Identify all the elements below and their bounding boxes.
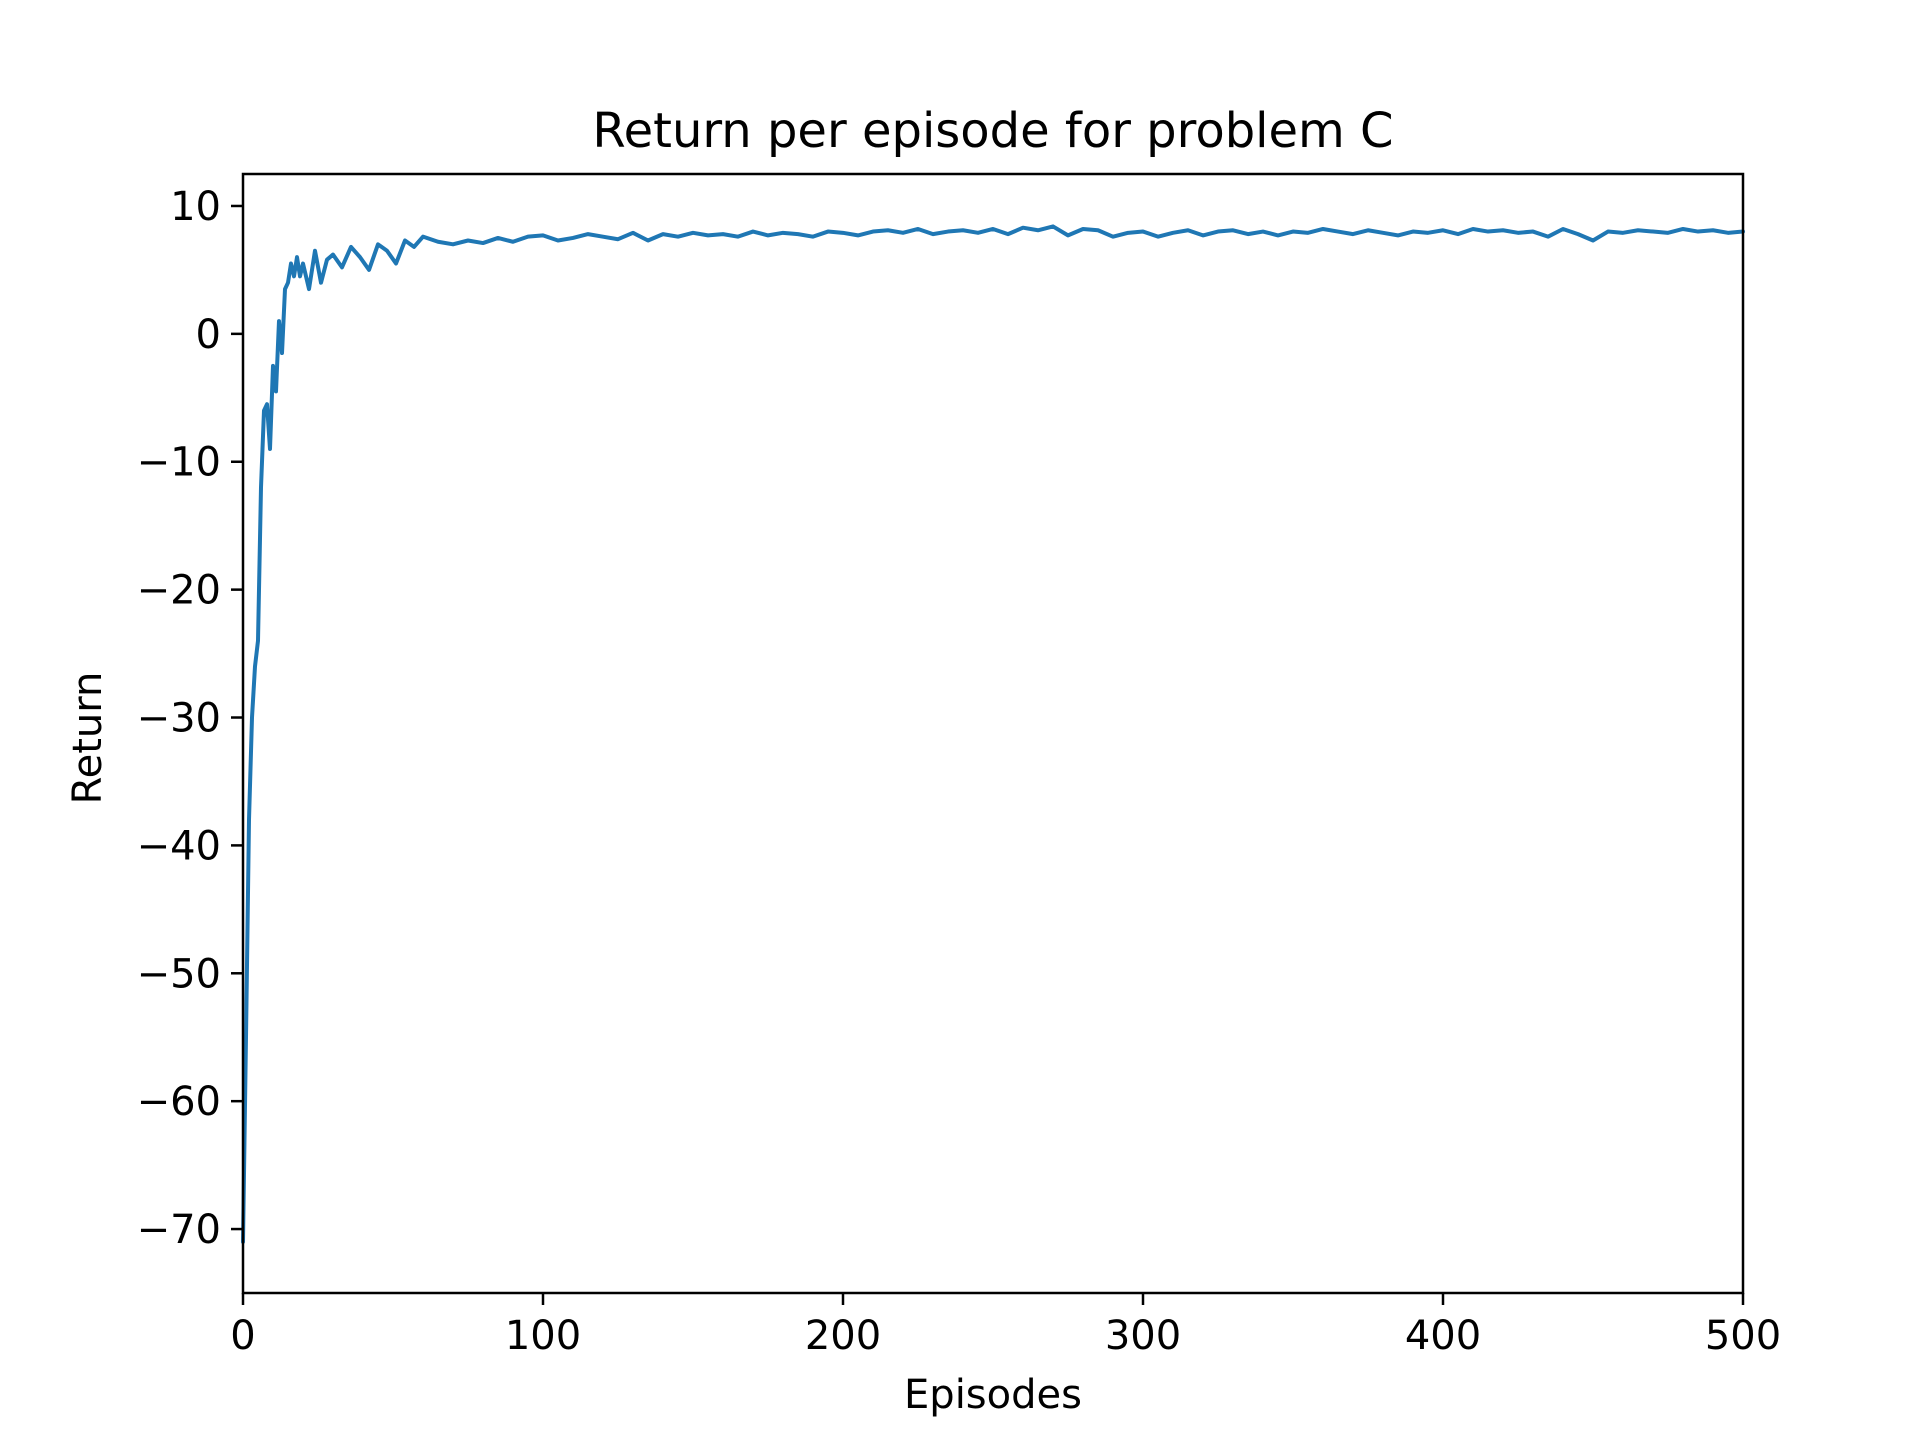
y-axis: 10 0 −10 −20 −30 −40 −50 −60 −70: [137, 184, 243, 1253]
chart-title: Return per episode for problem C: [592, 103, 1393, 159]
y-tick-label: 10: [170, 184, 221, 230]
x-axis-label: Episodes: [904, 1372, 1082, 1418]
x-tick-label: 200: [805, 1313, 881, 1359]
x-tick-label: 400: [1405, 1313, 1481, 1359]
y-tick-label: −30: [137, 696, 221, 742]
y-tick-label: −50: [137, 951, 221, 997]
plot-frame: [241, 172, 1745, 1295]
x-tick-label: 100: [505, 1313, 581, 1359]
y-tick-label: −20: [137, 568, 221, 614]
y-tick-label: −10: [137, 440, 221, 486]
y-tick-label: −60: [137, 1079, 221, 1125]
x-tick-label: 0: [230, 1313, 255, 1359]
x-tick-label: 500: [1705, 1313, 1781, 1359]
y-tick-label: −40: [137, 823, 221, 869]
y-tick-label: −70: [137, 1207, 221, 1253]
series-layer: [241, 224, 1745, 1244]
x-tick-label: 300: [1105, 1313, 1181, 1359]
y-tick-label: 0: [196, 312, 221, 358]
series-line-0: [241, 224, 1745, 1244]
y-axis-label: Return: [65, 672, 111, 805]
x-axis: 0 100 200 300 400 500: [230, 1293, 1781, 1359]
